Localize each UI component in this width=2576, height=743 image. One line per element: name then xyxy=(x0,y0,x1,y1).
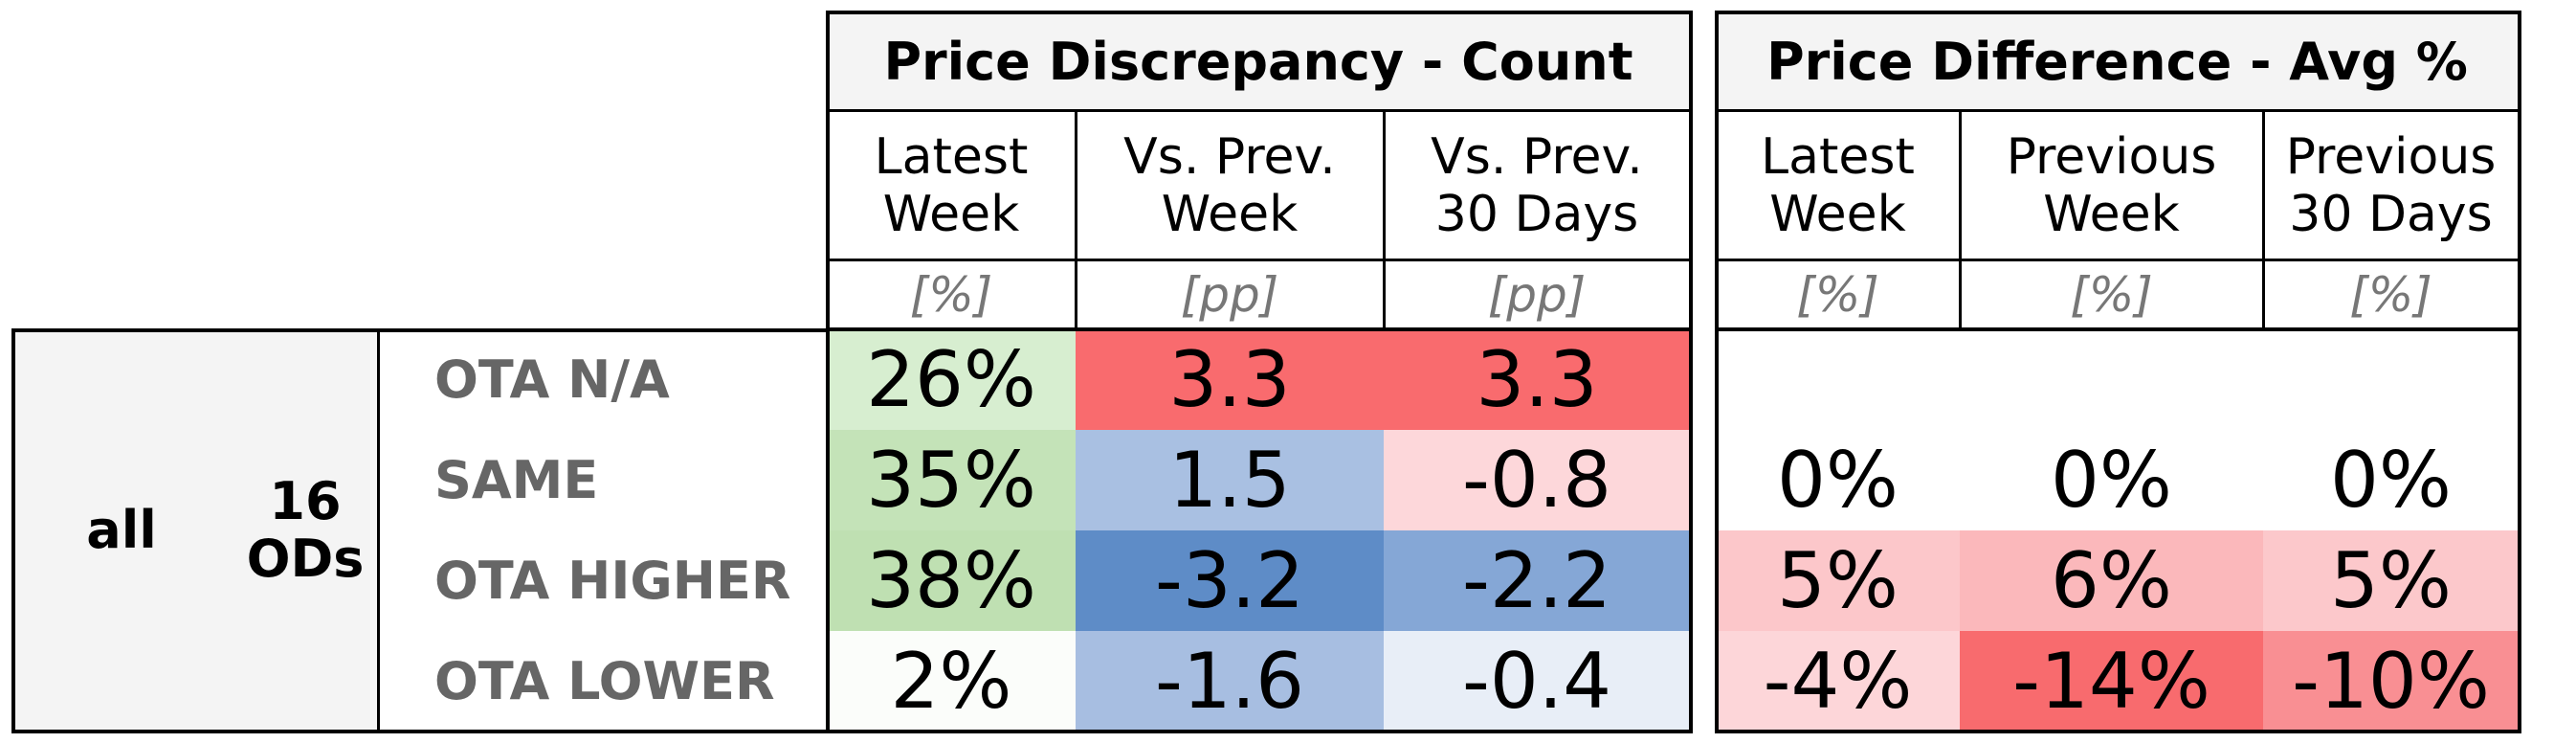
grid-line xyxy=(1716,109,2521,112)
grid-line xyxy=(1715,11,1719,733)
grid-line xyxy=(1075,109,1077,330)
table-cell xyxy=(1960,329,2263,430)
table-cell: 1.5 xyxy=(1076,430,1384,530)
grid-line xyxy=(827,730,1693,733)
table-cell: 5% xyxy=(2263,530,2519,631)
table-cell: -10% xyxy=(2263,631,2519,732)
grid-line xyxy=(827,11,1693,14)
row-label: OTA LOWER xyxy=(434,651,775,711)
segment-label: all xyxy=(86,500,157,560)
column-unit: [%] xyxy=(2349,267,2432,323)
table-cell: -14% xyxy=(1960,631,2263,732)
table-cell xyxy=(1716,329,1960,430)
column-header: Previous 30 Days xyxy=(2285,128,2497,243)
row-label: SAME xyxy=(434,450,599,510)
section-title-price-difference: Price Difference - Avg % xyxy=(1716,11,2519,111)
grid-line xyxy=(827,109,1693,112)
table-cell: 0% xyxy=(1716,430,1960,530)
column-header: Latest Week xyxy=(1761,128,1915,243)
table-cell: 6% xyxy=(1960,530,2263,631)
grid-line xyxy=(1383,109,1386,330)
grid-line xyxy=(1716,259,2521,261)
table-cell: -0.8 xyxy=(1384,430,1690,530)
column-header: Vs. Prev. 30 Days xyxy=(1431,128,1643,243)
table-cell: 35% xyxy=(827,430,1076,530)
grid-line xyxy=(1959,109,1962,330)
table-cell xyxy=(2263,329,2519,430)
column-unit: [%] xyxy=(2070,267,2153,323)
table-cell: -3.2 xyxy=(1076,530,1384,631)
group-block xyxy=(11,329,379,732)
table-cell: -4% xyxy=(1716,631,1960,732)
table-cell: 38% xyxy=(827,530,1076,631)
column-header: Latest Week xyxy=(874,128,1029,243)
grid-line xyxy=(11,328,827,332)
table-cell: 0% xyxy=(2263,430,2519,530)
column-unit: [%] xyxy=(1796,267,1879,323)
table-cell: -2.2 xyxy=(1384,530,1690,631)
table-cell: 5% xyxy=(1716,530,1960,631)
section-title-price-discrepancy: Price Discrepancy - Count xyxy=(827,11,1690,111)
grid-line xyxy=(827,327,1693,331)
grid-line xyxy=(827,259,1693,261)
grid-line xyxy=(1716,327,2521,331)
table-cell: 2% xyxy=(827,631,1076,732)
column-unit: [pp] xyxy=(1180,267,1279,323)
table-cell: 3.3 xyxy=(1076,329,1384,430)
row-label: OTA HIGHER xyxy=(434,551,791,611)
table-cell: 3.3 xyxy=(1384,329,1690,430)
column-header: Vs. Prev. Week xyxy=(1123,128,1336,243)
grid-line xyxy=(1716,11,2521,14)
table-cell: -0.4 xyxy=(1384,631,1690,732)
grid-line xyxy=(2518,11,2521,733)
column-unit: [pp] xyxy=(1487,267,1587,323)
grid-line xyxy=(2262,109,2265,330)
column-unit: [%] xyxy=(909,267,993,323)
table-cell: 0% xyxy=(1960,430,2263,530)
table-cell: -1.6 xyxy=(1076,631,1384,732)
grid-line xyxy=(377,329,380,732)
row-label: OTA N/A xyxy=(434,349,670,410)
grid-line xyxy=(826,11,830,733)
grid-line xyxy=(11,329,15,732)
od-count-label: 16 ODs xyxy=(246,471,365,589)
grid-line xyxy=(1716,730,2521,733)
table-cell: 26% xyxy=(827,329,1076,430)
grid-line xyxy=(1689,11,1693,733)
column-header: Previous Week xyxy=(2006,128,2217,243)
